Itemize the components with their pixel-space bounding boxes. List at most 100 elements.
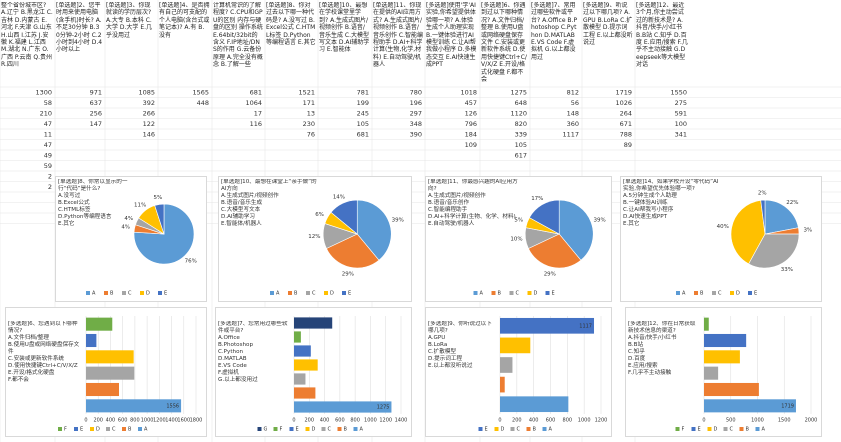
x-tick-label: 1000 xyxy=(141,418,154,424)
legend-swatch xyxy=(140,291,144,295)
option: B.Excel公式 xyxy=(58,200,90,206)
bar xyxy=(294,331,301,343)
x-tick-label: 0 xyxy=(84,418,87,424)
x-tick-label: 1000 xyxy=(364,418,377,424)
option: E.以上都没听说过 xyxy=(428,363,473,369)
header-cell: [单选题]2、您平时用来使用电脑(含手机)时长? A.不足30分钟 B.30分钟… xyxy=(56,2,103,54)
option: E.应用/搜索 xyxy=(628,363,658,369)
x-tick-label: 1400 xyxy=(395,418,408,424)
chart-title: [单选题]11、你最感兴趣的AI应用方向? A.生成式图片/视频创作 B.语音/音乐… xyxy=(428,179,521,259)
legend-label: A xyxy=(762,427,766,433)
legend-swatch xyxy=(755,427,760,431)
legend-swatch xyxy=(510,427,515,431)
data-label: 6% xyxy=(315,212,324,218)
legend-label: B xyxy=(344,427,348,433)
bar xyxy=(500,337,531,354)
header-cell: [单选题]8、你对过去以下哪一种代码是? A.没写过 B.Excel公式 C.H… xyxy=(266,2,316,47)
data-label: 14% xyxy=(333,194,345,200)
legend-label: D xyxy=(736,291,740,297)
bar xyxy=(86,350,134,364)
legend-swatch xyxy=(138,427,142,431)
option: D.AI+科学计算(生物、化学、材料) xyxy=(428,214,516,220)
legend-label: A xyxy=(480,291,484,297)
option: A.生成式图片/视频创作 xyxy=(221,193,279,199)
cell-value: 13 xyxy=(307,110,315,118)
cell-value: 2 xyxy=(48,183,52,191)
pie-slice xyxy=(330,199,358,235)
legend-swatch xyxy=(122,291,126,295)
data-label: 76% xyxy=(185,259,197,265)
legend-swatch xyxy=(707,427,712,431)
legend-label: D xyxy=(501,427,505,433)
data-label: 5% xyxy=(154,195,163,201)
data-label: 4% xyxy=(124,216,133,222)
pie-chart: 22% 3% 33% 40% 2% A B C D E xyxy=(676,191,812,297)
cell-value: 230 xyxy=(303,120,315,128)
data-label: 17% xyxy=(531,196,543,202)
cell-value: 1719 xyxy=(615,89,632,97)
option: B.使用U盘或网络硬盘保存文件 xyxy=(8,342,80,355)
legend-swatch xyxy=(270,291,274,295)
title: [多选题]9、你听说过以下哪几项? xyxy=(428,321,492,334)
option: G.以上都没用过 xyxy=(218,377,258,383)
bar xyxy=(704,366,719,380)
legend-label: B xyxy=(746,427,750,433)
option: D.MATLAB xyxy=(218,356,247,362)
cell-value: 348 xyxy=(410,120,422,128)
x-tick-label: 1500 xyxy=(778,418,791,424)
legend-swatch xyxy=(289,427,294,431)
x-tick-label: 2000 xyxy=(805,418,818,424)
cell-value: 256 xyxy=(90,110,102,118)
cell-value: 105 xyxy=(357,120,369,128)
bar xyxy=(86,333,97,348)
bar xyxy=(294,317,333,329)
legend-swatch xyxy=(321,427,326,431)
cell-value: 147 xyxy=(90,120,102,128)
legend-label: E xyxy=(80,427,83,433)
data-label: 3% xyxy=(803,228,812,234)
option: D.百度 xyxy=(628,356,646,362)
cell-value: 2 xyxy=(48,173,52,181)
legend-swatch xyxy=(712,291,716,295)
legend-label: C xyxy=(730,427,734,433)
bar-chart: 0 200 400 600 800 1000 1200 1400 1600 1800 1556 F E D… xyxy=(58,316,202,433)
chart-title: [多选题]6、您遇到以下哪种情况? A.文件归档/整理 B.使用U盘或网络硬盘保存文… xyxy=(8,321,80,401)
legend-swatch xyxy=(306,291,310,295)
legend-swatch xyxy=(509,291,514,295)
header-cell: [多选题]9、听说过以下哪几项? A.GPU B.LoRa C.扩散模型 D.提… xyxy=(583,2,633,47)
x-tick-label: 200 xyxy=(93,418,103,424)
legend-swatch xyxy=(104,291,108,295)
data-label: 40% xyxy=(717,224,729,230)
legend-swatch xyxy=(527,291,532,295)
cell-value: 148 xyxy=(567,110,579,118)
legend-swatch xyxy=(90,427,94,431)
legend-label: E xyxy=(754,291,757,297)
chart-title: [单选题]8、你常以显示的一行“代码”是什么? A.没写过 B.Excel公式 C.H… xyxy=(58,179,133,259)
legend-label: E xyxy=(698,427,701,433)
x-tick-label: 200 xyxy=(305,418,315,424)
legend-label: B xyxy=(498,291,502,297)
x-tick-label: 500 xyxy=(726,418,736,424)
cell-value: 1026 xyxy=(615,99,632,107)
legend-swatch xyxy=(675,427,680,431)
chart-title: [多选题]9、你听说过以下哪几项? A.GPU B.LoRa C.扩散模型 D.提示词工… xyxy=(428,321,495,401)
x-tick-label: 800 xyxy=(350,418,360,424)
cell-value: 971 xyxy=(90,89,102,97)
cell-value: 390 xyxy=(410,131,422,139)
cell-value: 109 xyxy=(465,141,477,149)
option: E.VS Code xyxy=(218,363,247,369)
data-label: 1117 xyxy=(579,323,592,329)
legend-swatch xyxy=(491,291,496,295)
x-tick-label: 600 xyxy=(118,418,128,424)
cell-value: 796 xyxy=(465,120,477,128)
option: A.没写过 xyxy=(58,193,81,199)
legend-label: C xyxy=(112,427,116,433)
header-cell: [多选题]7、常用过哪些软件或平台? A.Office B.Photoshop … xyxy=(531,2,578,61)
title: [多选题]12、你在日常获取新技术信息的渠道? xyxy=(628,321,696,334)
bar xyxy=(86,366,135,380)
legend-swatch xyxy=(739,427,744,431)
bar xyxy=(704,399,796,413)
cell-value: 196 xyxy=(410,99,422,107)
header-cell: [多选题]12、最近3个月,你主动尝试过的新技术是? A.抖音/快手/小红书 B… xyxy=(636,2,688,69)
x-tick-label: 800 xyxy=(130,418,140,424)
